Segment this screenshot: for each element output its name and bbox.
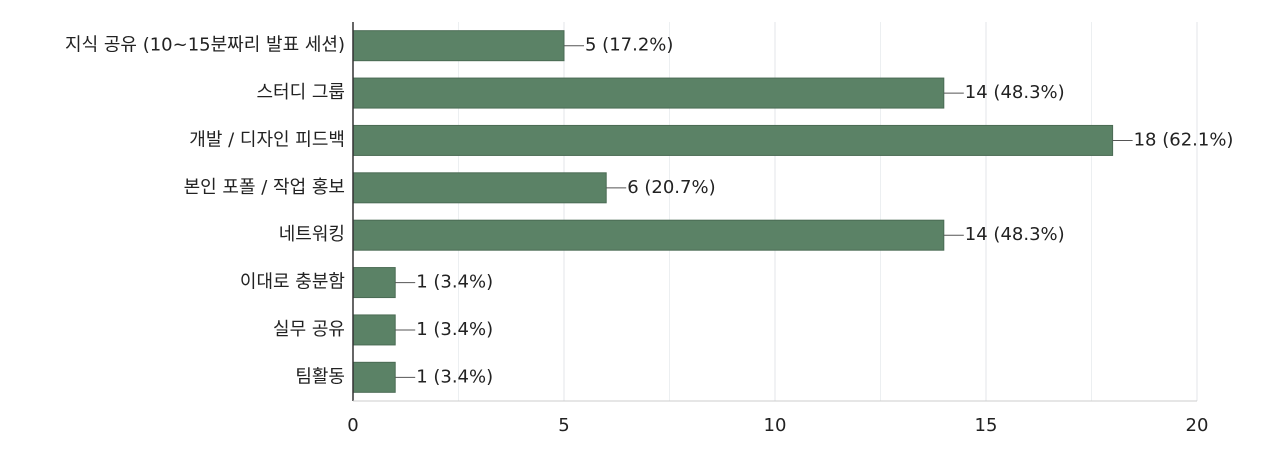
y-tick-label: 이대로 충분함 bbox=[240, 272, 345, 293]
x-tick-label: 10 bbox=[764, 415, 787, 436]
value-label: 1 (3.4%) bbox=[416, 272, 493, 293]
y-tick-label: 개발 / 디자인 피드백 bbox=[189, 129, 345, 150]
value-label: 14 (48.3%) bbox=[965, 224, 1065, 245]
x-tick-label: 15 bbox=[975, 415, 998, 436]
value-label: 14 (48.3%) bbox=[965, 82, 1065, 103]
y-tick-label: 실무 공유 bbox=[273, 319, 345, 340]
bar bbox=[352, 124, 1114, 156]
value-label: 18 (62.1%) bbox=[1134, 129, 1234, 150]
value-label: 1 (3.4%) bbox=[416, 366, 493, 387]
y-tick-label: 네트워킹 bbox=[279, 224, 345, 245]
y-tick-label: 스터디 그룹 bbox=[256, 82, 345, 103]
x-tick-label: 5 bbox=[558, 415, 569, 436]
x-tick-label: 20 bbox=[1186, 415, 1209, 436]
bar bbox=[352, 172, 607, 204]
bar bbox=[352, 267, 396, 299]
x-tick-label: 0 bbox=[347, 415, 358, 436]
y-tick-label: 지식 공유 (10~15분짜리 발표 세션) bbox=[65, 35, 345, 56]
value-label: 5 (17.2%) bbox=[585, 35, 673, 56]
bar bbox=[352, 314, 396, 346]
y-tick-label: 본인 포폴 / 작업 홍보 bbox=[184, 177, 345, 198]
bar bbox=[352, 361, 396, 393]
value-label: 1 (3.4%) bbox=[416, 319, 493, 340]
bar bbox=[352, 77, 945, 109]
bar bbox=[352, 30, 565, 62]
y-tick-label: 팀활동 bbox=[295, 366, 345, 387]
value-label: 6 (20.7%) bbox=[627, 177, 715, 198]
bar bbox=[352, 219, 945, 251]
